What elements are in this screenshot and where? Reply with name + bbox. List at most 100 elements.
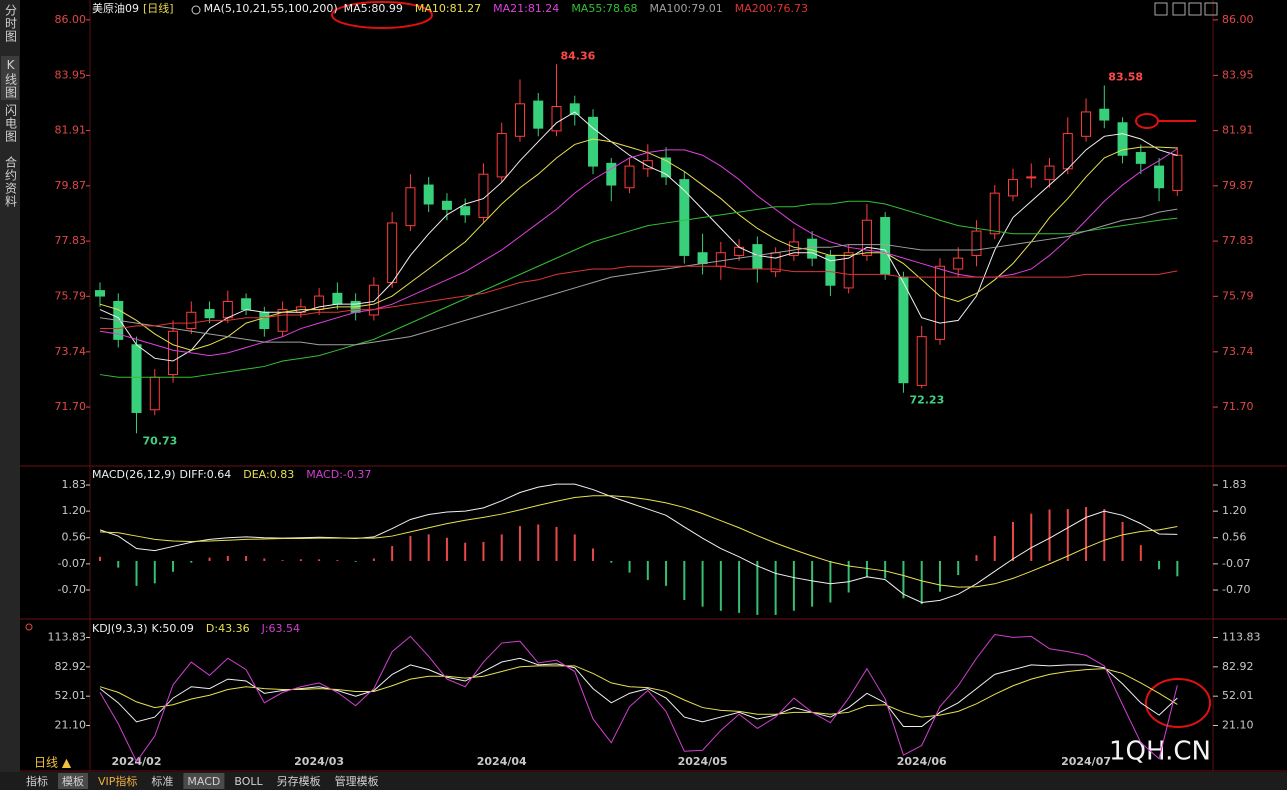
- period-button[interactable]: 日线 ▲: [34, 756, 72, 770]
- y-tick-label: 79.87: [55, 179, 87, 192]
- icon[interactable]: [1188, 2, 1202, 16]
- candle-body: [277, 309, 288, 332]
- tab-bar: [0, 772, 1287, 790]
- indicator-title: MACD(26,12,9): [92, 468, 176, 481]
- legend-entry: MA10:81.27: [415, 2, 481, 15]
- candle-body: [916, 336, 927, 386]
- candle-body: [898, 276, 909, 384]
- candle-body: [441, 200, 452, 210]
- tab[interactable]: 标准: [151, 774, 173, 788]
- icon[interactable]: [1204, 2, 1218, 16]
- candle-body: [514, 103, 525, 137]
- y-tick-label: 83.95: [1222, 68, 1254, 81]
- legend-entry: DIFF:0.64: [180, 468, 232, 481]
- icon[interactable]: [1172, 2, 1186, 16]
- high-label: 83.58: [1108, 70, 1143, 83]
- tab-active: [58, 773, 88, 789]
- candle-body: [186, 311, 197, 330]
- y-tick-label: 73.74: [1222, 345, 1254, 358]
- candle-body: [149, 376, 160, 411]
- tab[interactable]: MACD: [187, 775, 220, 788]
- candle-body: [661, 157, 672, 178]
- highlight-ellipse: [1145, 678, 1211, 728]
- sidebar: [0, 0, 20, 772]
- candle-body: [697, 252, 708, 265]
- y-tick-label: 0.56: [1222, 531, 1247, 544]
- candle-body: [1026, 176, 1037, 179]
- candle-body: [715, 252, 726, 267]
- candle-body: [478, 173, 489, 219]
- candle-body: [95, 290, 105, 297]
- icon[interactable]: [1154, 2, 1168, 16]
- y-tick-label: 81.91: [55, 124, 87, 137]
- legend-entry: MA55:78.68: [571, 2, 637, 15]
- candle-body: [405, 187, 416, 227]
- candle-body: [843, 252, 854, 289]
- tab[interactable]: 另存模板: [277, 774, 321, 788]
- candle-body: [1117, 122, 1128, 156]
- settings-icon[interactable]: [25, 623, 33, 631]
- candle-body: [368, 284, 379, 316]
- indicator-line: [99, 665, 1178, 718]
- tab[interactable]: 模板: [62, 774, 84, 788]
- y-tick-label: 21.10: [55, 719, 87, 732]
- sidebar-item[interactable]: K线图: [4, 58, 18, 99]
- indicator-line: [99, 633, 1178, 763]
- tab[interactable]: BOLL: [234, 775, 263, 788]
- candle-body: [880, 217, 891, 275]
- indicator-line: [100, 265, 1178, 330]
- y-tick-label: 82.92: [55, 660, 87, 673]
- low-label: 70.73: [143, 434, 178, 447]
- indicator-line: [99, 483, 1178, 603]
- candle-body: [588, 116, 599, 167]
- tab[interactable]: 管理模板: [335, 774, 379, 788]
- candle-body: [1062, 133, 1073, 170]
- legend-entry: MA21:81.24: [493, 2, 559, 15]
- x-tick-label: 2024/07: [1061, 755, 1111, 768]
- sidebar-item[interactable]: 分时图: [4, 4, 18, 43]
- candle-body: [752, 244, 763, 270]
- highlight-ellipse: [331, 1, 433, 29]
- legend-entry: D:43.36: [206, 622, 250, 635]
- candle-body: [259, 311, 270, 330]
- tab-active: [183, 773, 225, 789]
- x-tick-label: 2024/04: [477, 755, 527, 768]
- high-label: 84.36: [561, 49, 596, 62]
- y-tick-label: 73.74: [55, 345, 87, 358]
- y-tick-label: 0.56: [62, 531, 87, 544]
- legend-entry: J:63.54: [261, 622, 300, 635]
- candle-body: [1081, 111, 1092, 137]
- x-tick-label: 2024/06: [897, 755, 947, 768]
- legend-entry: MACD:-0.37: [306, 468, 371, 481]
- y-tick-label: 1.20: [62, 504, 87, 517]
- candle-body: [1044, 165, 1055, 181]
- tab[interactable]: 指标: [26, 774, 48, 788]
- candle-body: [606, 162, 617, 186]
- candle-body: [1008, 179, 1018, 197]
- legend-entry: K:50.09: [152, 622, 194, 635]
- tab[interactable]: VIP指标: [98, 774, 137, 788]
- sidebar-item[interactable]: 合约资料: [4, 155, 18, 208]
- y-tick-label: 21.10: [1222, 719, 1254, 732]
- candle-body: [332, 292, 343, 305]
- y-tick-label: 82.92: [1222, 660, 1254, 673]
- indicator-line: [99, 495, 1178, 588]
- y-tick-label: 113.83: [1222, 631, 1261, 644]
- candle-body: [460, 206, 471, 216]
- candle-body: [1135, 152, 1146, 164]
- ma-title: MA(5,10,21,55,100,200): [204, 2, 338, 15]
- candle-body: [861, 219, 872, 256]
- y-tick-label: -0.70: [1222, 583, 1250, 596]
- candle-body: [1172, 154, 1183, 191]
- x-tick-label: 2024/05: [678, 755, 728, 768]
- indicator-title: KDJ(9,3,3): [92, 622, 148, 635]
- candle-body: [1154, 165, 1165, 189]
- indicator-line: [99, 111, 1178, 362]
- y-tick-label: -0.70: [58, 583, 86, 596]
- candle-body: [624, 165, 635, 189]
- zoom-icon[interactable]: [191, 5, 201, 15]
- y-tick-label: 1.83: [62, 478, 87, 491]
- sidebar-item[interactable]: 闪电图: [4, 104, 18, 143]
- candle-body: [788, 241, 799, 256]
